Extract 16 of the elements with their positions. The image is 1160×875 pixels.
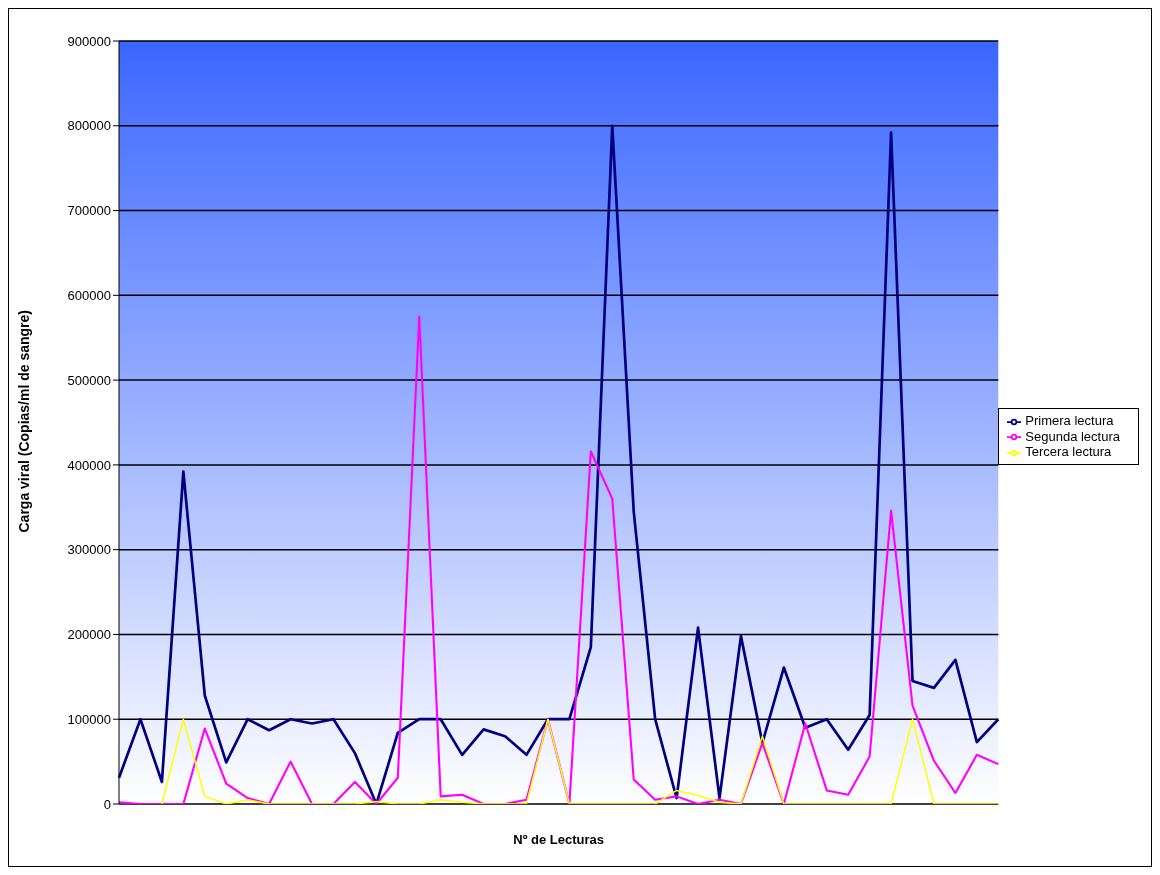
line-series: [161, 718, 1000, 804]
y-tick-label: 400000: [67, 457, 111, 473]
y-axis-title: Carga viral (Copias/ml de sangre): [15, 309, 32, 533]
y-tick-label: 200000: [67, 627, 111, 643]
y-tick-label: 800000: [67, 118, 111, 134]
y-tick-label: 500000: [67, 372, 111, 388]
y-tick-label: 600000: [67, 287, 111, 303]
legend-label: Primera lectura: [1025, 413, 1114, 429]
y-tick-label: 300000: [67, 542, 111, 558]
y-tick-label: 0: [103, 796, 111, 812]
y-tick-label: 700000: [67, 203, 111, 219]
legend-label: Tercera lectura: [1025, 444, 1112, 460]
y-tick-label: 100000: [67, 711, 111, 727]
y-tick-label: 900000: [67, 33, 111, 49]
legend-label: Segunda lectura: [1025, 428, 1120, 444]
x-axis-title: Nº de Lecturas: [513, 832, 605, 847]
